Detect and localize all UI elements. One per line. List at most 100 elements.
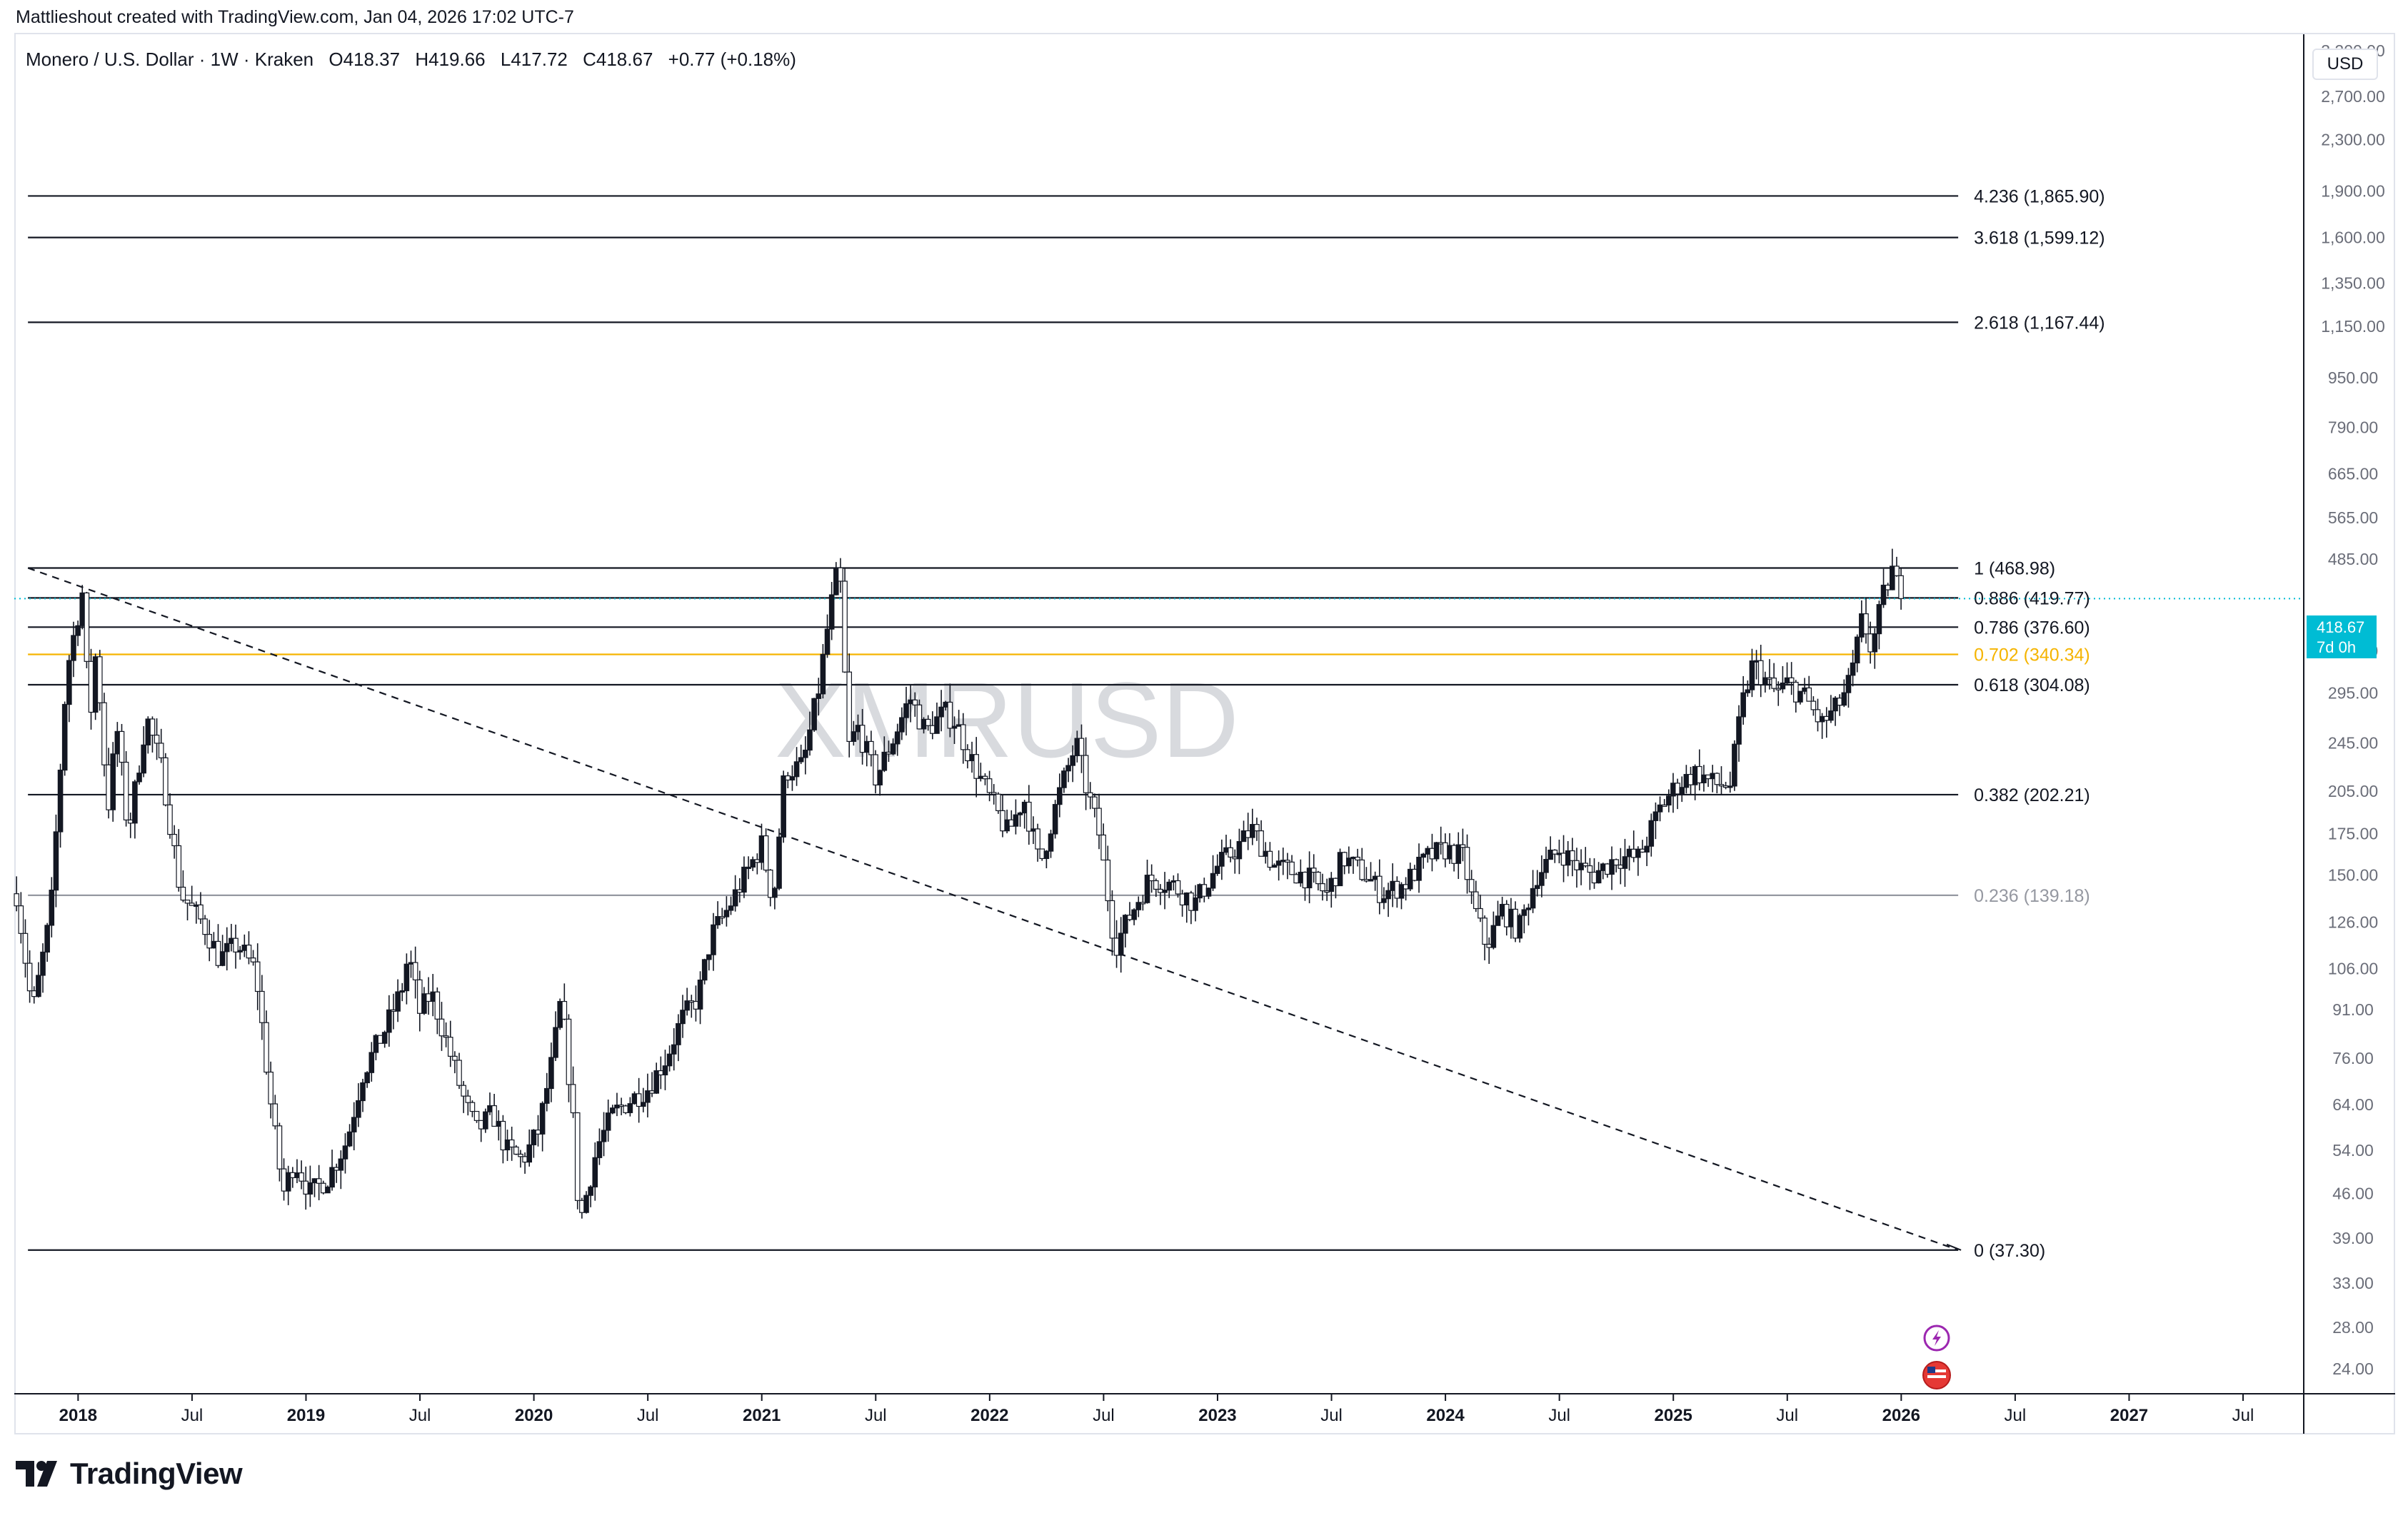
candle	[329, 1150, 335, 1191]
candle-body	[1100, 834, 1106, 861]
candle	[1894, 556, 1900, 577]
candle	[938, 690, 944, 732]
candle	[1000, 795, 1005, 838]
candle-body	[894, 731, 901, 745]
candle	[1105, 845, 1111, 912]
candle-body	[101, 702, 107, 765]
candle-body	[40, 951, 46, 976]
candle-body	[171, 833, 177, 847]
candle	[1780, 665, 1786, 693]
candle-body	[1880, 584, 1887, 605]
candle	[491, 1093, 497, 1127]
candle	[1486, 937, 1493, 964]
candle-body	[184, 899, 191, 904]
currency-selector[interactable]: USD	[2312, 49, 2378, 80]
candle-body	[1872, 633, 1878, 653]
candle	[1275, 850, 1282, 881]
candle-body	[912, 699, 918, 705]
candle-body	[943, 701, 949, 708]
candle-body	[610, 1107, 616, 1114]
candle-body	[736, 889, 743, 893]
candle	[1701, 765, 1707, 792]
symbol-name[interactable]: Monero / U.S. Dollar · 1W · Kraken	[26, 49, 314, 70]
candle-body	[1859, 613, 1865, 638]
candle-body	[1556, 853, 1562, 855]
candle-body	[250, 957, 256, 962]
candle-body	[465, 1095, 471, 1103]
candle-body	[1885, 584, 1891, 590]
candle-body	[548, 1057, 554, 1090]
candle-body	[776, 836, 782, 889]
candle-body	[1201, 884, 1208, 897]
tradingview-logo[interactable]: TradingView	[16, 1457, 243, 1491]
candle-body	[145, 718, 151, 745]
candle-body	[543, 1087, 550, 1104]
candle	[96, 650, 103, 711]
candle-body	[1021, 801, 1028, 814]
candle-body	[803, 749, 808, 758]
candle	[1096, 793, 1102, 850]
candle	[1061, 767, 1067, 793]
candle-body	[1372, 875, 1378, 880]
candle	[851, 720, 857, 746]
candle-body	[206, 934, 213, 949]
price-tick-label: 1,600.00	[2321, 228, 2385, 246]
candle-body	[579, 1200, 585, 1213]
candle	[758, 823, 765, 870]
candle-body	[522, 1156, 528, 1163]
candle	[1749, 648, 1755, 698]
candle-body	[1017, 812, 1023, 815]
price-tick-label: 205.00	[2328, 782, 2378, 800]
candle-body	[1337, 852, 1343, 887]
candle-body	[1056, 787, 1063, 805]
candle-body	[1210, 873, 1216, 889]
candle	[899, 707, 905, 740]
candle	[360, 1078, 366, 1112]
candle-body	[526, 1144, 533, 1163]
candle	[66, 655, 72, 723]
candle	[1565, 841, 1571, 877]
candle-body	[202, 918, 208, 935]
candle	[1683, 765, 1690, 794]
candle-body	[1144, 875, 1150, 903]
candle-body	[1652, 811, 1659, 821]
candle-body	[1534, 885, 1540, 890]
candle-body	[566, 1018, 572, 1085]
candle	[518, 1150, 523, 1168]
candle	[828, 582, 835, 640]
candle-body	[1850, 662, 1856, 676]
candle-body	[469, 1102, 476, 1112]
candle-body	[53, 831, 59, 891]
candle	[1806, 675, 1812, 702]
candle	[1736, 705, 1742, 762]
candle-body	[899, 717, 905, 733]
fib-level-label: 2.618 (1,167.44)	[1974, 313, 2105, 333]
lightning-icon[interactable]	[1923, 1325, 1950, 1352]
candle-body	[833, 567, 839, 595]
candle	[1464, 834, 1470, 894]
candle-body	[1582, 863, 1589, 867]
trendline-arrow	[1946, 1243, 1962, 1251]
candle	[627, 1097, 633, 1117]
close-value: C418.67	[583, 49, 653, 70]
fib-level-label: 0 (37.30)	[1974, 1241, 2045, 1261]
candle	[934, 702, 940, 734]
candle	[1381, 887, 1387, 910]
us-flag-icon[interactable]	[1922, 1361, 1951, 1389]
trendline[interactable]	[27, 567, 1959, 1251]
candle	[1797, 690, 1803, 705]
candle-body	[31, 990, 37, 997]
candle-body	[697, 979, 703, 1010]
candle	[640, 1087, 646, 1112]
candle-body	[268, 1071, 274, 1105]
candle	[1337, 848, 1343, 887]
candle	[1600, 863, 1606, 880]
fib-level-label: 0.618 (304.08)	[1974, 675, 2090, 695]
candle-body	[1771, 678, 1777, 689]
candle	[1298, 859, 1304, 887]
candle-body	[96, 656, 103, 703]
candle	[106, 748, 111, 819]
candle	[1433, 842, 1440, 862]
candle-body	[57, 769, 64, 833]
